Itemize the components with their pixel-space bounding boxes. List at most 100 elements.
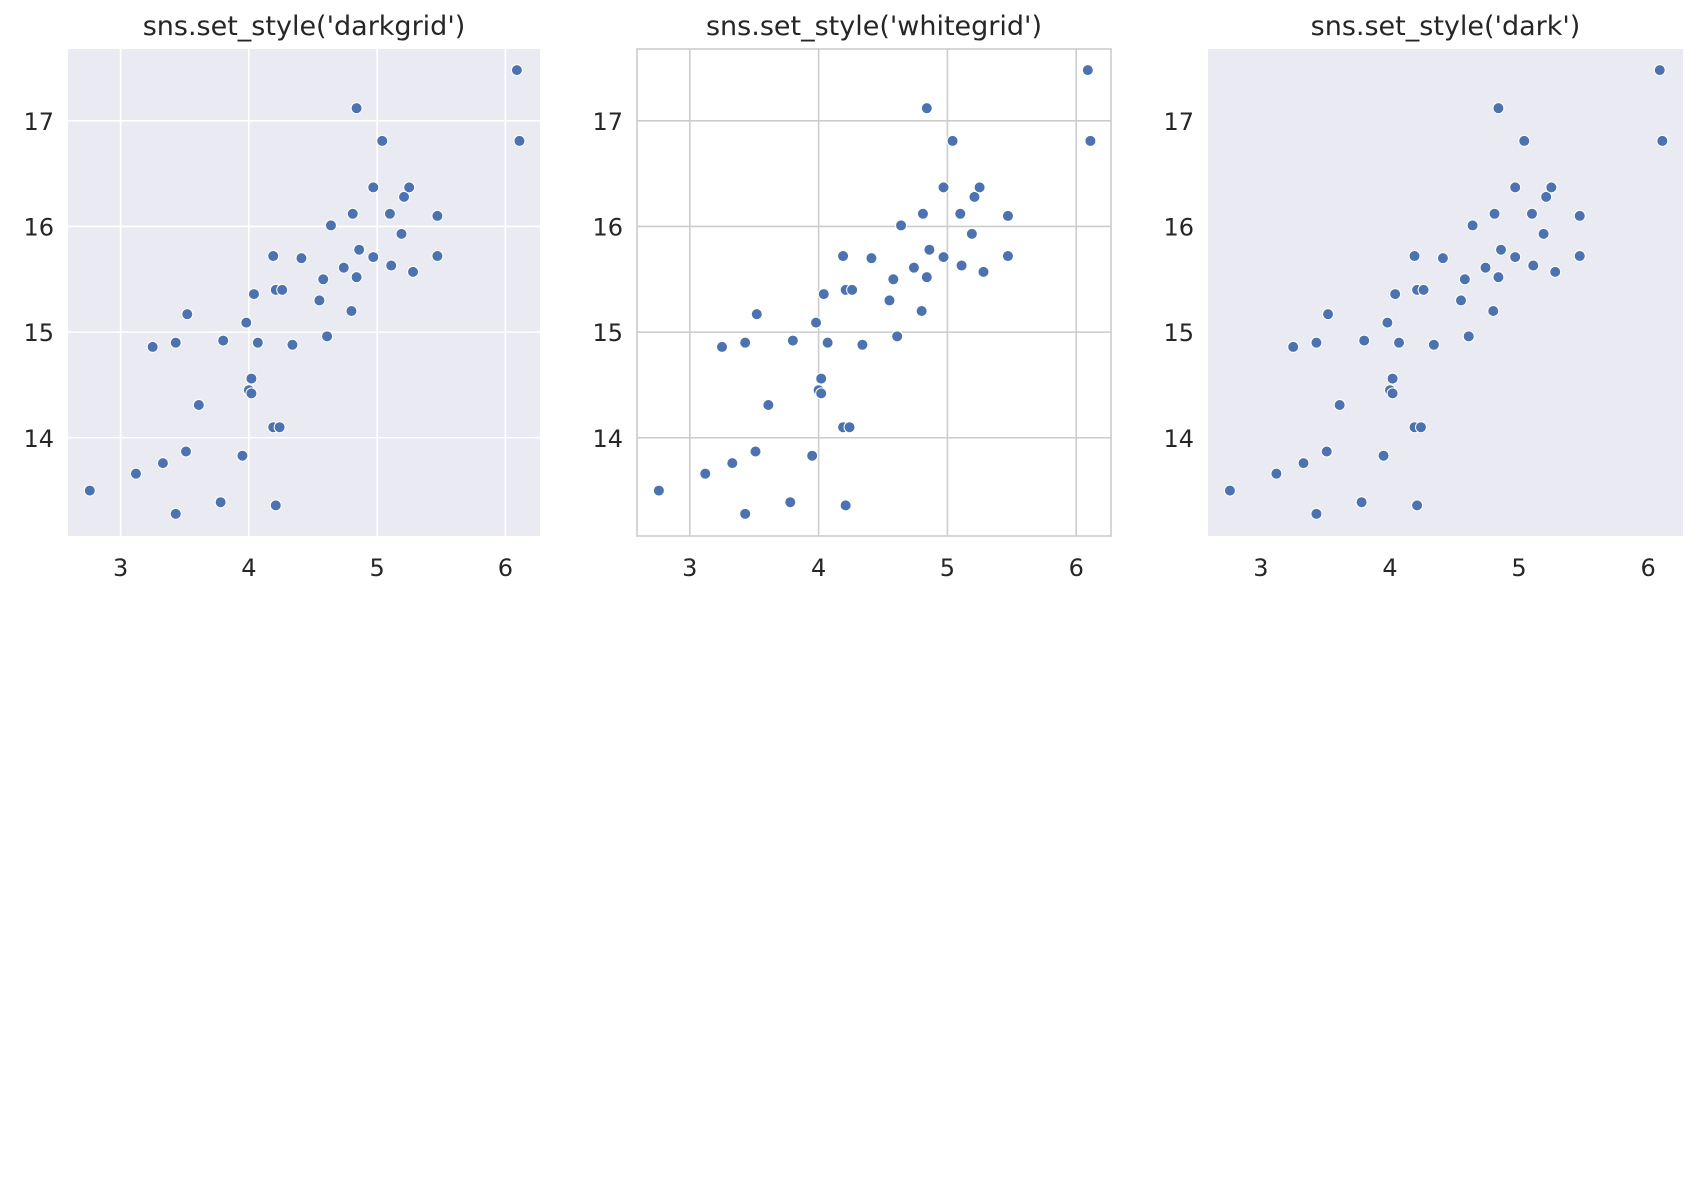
scatter-point <box>350 271 363 284</box>
scatter-point <box>843 421 856 434</box>
y-tick-label: 16 <box>23 213 54 241</box>
scatter-point <box>1487 304 1500 317</box>
scatter-point <box>1458 273 1471 286</box>
scatter-point <box>716 340 729 353</box>
scatter-point <box>1377 449 1390 462</box>
scatter-point <box>1466 219 1479 232</box>
scatter-point <box>236 449 249 462</box>
scatter-point <box>407 265 420 278</box>
scatter-point <box>1414 421 1427 434</box>
scatter-point <box>169 336 182 349</box>
x-tick-label: 4 <box>811 554 826 582</box>
scatter-point <box>431 250 444 263</box>
y-tick-label: 17 <box>592 108 623 136</box>
scatter-point <box>839 499 852 512</box>
x-tick-label: 5 <box>1511 554 1526 582</box>
scatter-point <box>946 134 959 147</box>
scatter-point <box>1436 252 1449 265</box>
scatter-point <box>286 338 299 351</box>
scatter-point <box>1492 271 1505 284</box>
scatter-point <box>146 340 159 353</box>
scatter-point <box>346 207 359 220</box>
scatter-point <box>786 334 799 347</box>
scatter-point <box>846 283 859 296</box>
chart-title-whitegrid: sns.set_style('whitegrid') <box>706 11 1042 42</box>
scatter-point <box>739 507 752 520</box>
scatter-point <box>1386 387 1399 400</box>
scatter-point <box>750 308 763 321</box>
chart-title-darkgrid: sns.set_style('darkgrid') <box>143 11 466 42</box>
scatter-point <box>915 304 928 317</box>
scatter-point <box>317 273 330 286</box>
scatter-point <box>337 261 350 274</box>
scatter-point <box>395 227 408 240</box>
y-tick-label: 17 <box>23 108 54 136</box>
y-tick-label: 14 <box>592 425 623 453</box>
scatter-point <box>383 207 396 220</box>
scatter-point <box>273 421 286 434</box>
scatter-point <box>937 251 950 264</box>
scatter-point <box>1656 134 1669 147</box>
scatter-point <box>817 288 830 301</box>
scatter-point <box>1408 250 1421 263</box>
scatter-point <box>1320 445 1333 458</box>
scatter-point <box>837 250 850 263</box>
scatter-point <box>1381 316 1394 329</box>
scatter-point <box>907 261 920 274</box>
scatter-point <box>245 372 258 385</box>
scatter-point <box>955 259 968 272</box>
scatter-point <box>324 219 337 232</box>
x-tick-label: 4 <box>1382 554 1397 582</box>
x-tick-label: 3 <box>682 554 697 582</box>
x-tick-label: 6 <box>498 554 513 582</box>
scatter-point <box>1297 457 1310 470</box>
scatter-point <box>1509 181 1522 194</box>
scatter-point <box>1518 134 1531 147</box>
y-tick-label: 14 <box>23 425 54 453</box>
scatter-point <box>784 496 797 509</box>
scatter-point <box>1545 181 1558 194</box>
scatter-point <box>214 496 227 509</box>
scatter-point <box>1386 372 1399 385</box>
scatter-point <box>699 467 712 480</box>
scatter-point <box>920 271 933 284</box>
scatter-point <box>192 399 205 412</box>
scatter-point <box>367 181 380 194</box>
scatter-point <box>169 507 182 520</box>
scatter-point <box>295 252 308 265</box>
scatter-point <box>739 336 752 349</box>
scatter-point <box>895 219 908 232</box>
scatter-point <box>431 209 444 222</box>
scatter-point <box>1001 209 1014 222</box>
scatter-point <box>726 457 739 470</box>
scatter-point <box>269 499 282 512</box>
scatter-point <box>887 273 900 286</box>
scatter-point <box>156 457 169 470</box>
panel-dark: sns.set_style('dark') 3 4 5 6 14 15 16 17 <box>1163 11 1683 582</box>
scatter-point <box>1495 243 1508 256</box>
scatter-point <box>1322 308 1335 321</box>
scatter-point <box>749 445 762 458</box>
scatter-point <box>83 484 96 497</box>
scatter-point <box>762 399 775 412</box>
scatter-point <box>806 449 819 462</box>
scatter-point <box>1462 330 1475 343</box>
scatter-point <box>217 334 230 347</box>
scatter-point <box>1393 336 1406 349</box>
plot-background <box>637 49 1111 536</box>
panel-whitegrid: sns.set_style('whitegrid') 3 4 5 6 14 15 16 17 <box>592 11 1112 582</box>
scatter-point <box>276 283 289 296</box>
scatter-point <box>923 243 936 256</box>
scatter-point <box>1427 338 1440 351</box>
scatter-point <box>865 252 878 265</box>
scatter-point <box>403 181 416 194</box>
scatter-point <box>1537 227 1550 240</box>
scatter-point <box>247 288 260 301</box>
scatter-point <box>321 330 334 343</box>
scatter-point <box>977 265 990 278</box>
plot-background <box>68 49 540 536</box>
x-tick-label: 6 <box>1069 554 1084 582</box>
scatter-point <box>968 190 981 203</box>
scatter-point <box>367 251 380 264</box>
